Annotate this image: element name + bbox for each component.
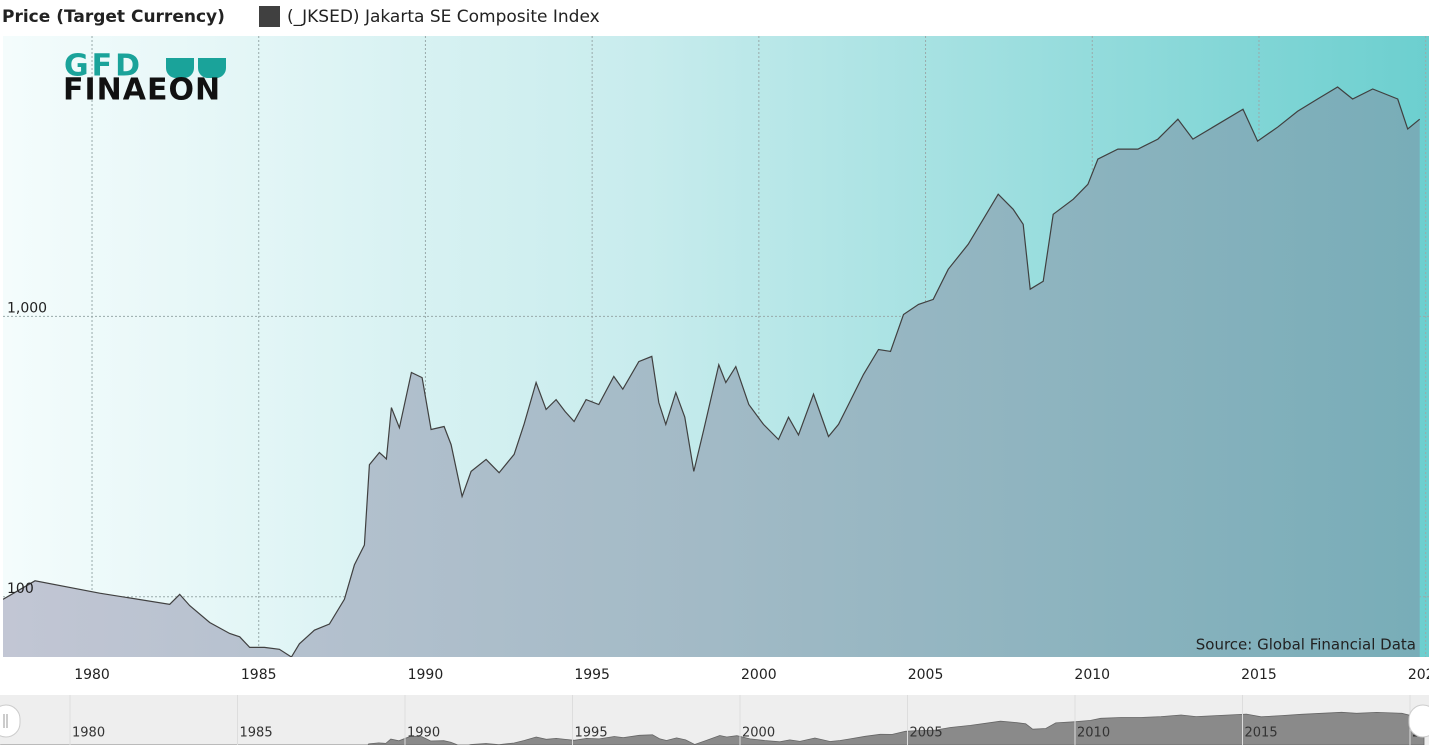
navigator-tick-label: 2005 bbox=[910, 726, 943, 741]
navigator-tick-label: 1980 bbox=[72, 726, 105, 741]
area bbox=[3, 87, 1420, 657]
x-tick-label: 2000 bbox=[741, 667, 777, 683]
navigator-tick-label: 1990 bbox=[407, 726, 440, 741]
navigator-area bbox=[0, 711, 1425, 745]
navigator-tick-label: 2000 bbox=[742, 726, 775, 741]
plot bbox=[3, 86, 1421, 657]
x-tick-label: 1990 bbox=[408, 667, 444, 683]
logo-top: GFD bbox=[64, 49, 143, 84]
navigator-tick-label: 1995 bbox=[575, 726, 608, 741]
logo-leaves bbox=[166, 58, 226, 78]
line bbox=[3, 86, 1421, 657]
x-tick-label: 2020 bbox=[1408, 667, 1429, 683]
source-note: Source: Global Financial Data bbox=[1196, 636, 1416, 654]
x-tick-label: 1985 bbox=[241, 667, 277, 683]
y-tick-label: 1,000 bbox=[7, 300, 47, 316]
navigator-tick-label: 2015 bbox=[1245, 726, 1278, 741]
navigator-handle-right[interactable] bbox=[1408, 704, 1429, 738]
x-tick-label: 2010 bbox=[1074, 667, 1110, 683]
navigator-handle-left[interactable] bbox=[0, 704, 21, 738]
navigator-tick-label: 2010 bbox=[1077, 726, 1110, 741]
x-tick-label: 1995 bbox=[574, 667, 610, 683]
legend-swatch[interactable] bbox=[259, 6, 280, 27]
navigator-tick-label: 1985 bbox=[240, 726, 273, 741]
y-tick-label: 100 bbox=[7, 581, 34, 597]
x-tick-label: 2015 bbox=[1241, 667, 1277, 683]
x-tick-label: 2005 bbox=[908, 667, 944, 683]
logo-bottom: FINAEON bbox=[63, 73, 221, 108]
x-tick-label: 1980 bbox=[74, 667, 110, 683]
chart-title: Price (Target Currency) bbox=[2, 7, 225, 27]
legend-label[interactable]: (_JKSED) Jakarta SE Composite Index bbox=[287, 7, 600, 27]
navigator-content: 198019851990199520002005201020152020 bbox=[0, 695, 1429, 745]
